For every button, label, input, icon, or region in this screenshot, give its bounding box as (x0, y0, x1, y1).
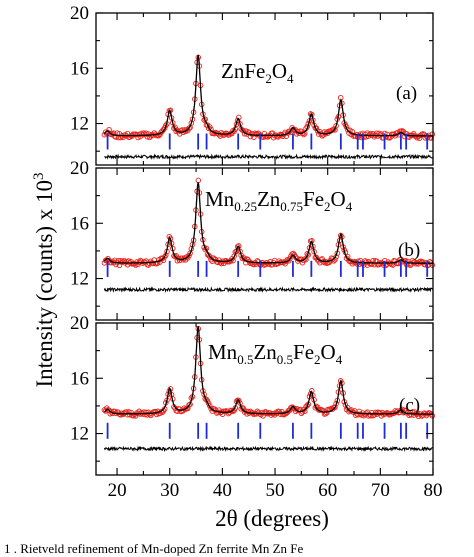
panel-a: 12 16 20 ZnFe2O4 (a) (70, 3, 436, 166)
compound-label: Mn0.5Zn0.5Fe2O4 (208, 340, 343, 367)
observed-point (207, 403, 213, 409)
observed-point (332, 404, 338, 411)
y-tick-label: 16 (70, 213, 89, 234)
difference-line (103, 286, 434, 293)
compound-label: Mn0.25Zn0.75Fe2O4 (205, 187, 353, 214)
plot-frame (95, 167, 434, 321)
panel-label: (c) (399, 395, 420, 416)
observed-point (262, 261, 269, 268)
observed-point (251, 411, 257, 418)
observed-point (160, 126, 167, 133)
calculated-line (104, 54, 433, 137)
observed-point (369, 261, 375, 267)
observed-point (378, 131, 385, 137)
panel-b: 12 16 20 Mn0.25Zn0.75Fe2O4 (b) (70, 158, 436, 321)
y-tick-label: 20 (70, 158, 89, 179)
y-tick-label: 16 (70, 368, 89, 389)
observed-point (208, 405, 214, 412)
observed-point (263, 133, 270, 139)
observed-point (144, 134, 151, 140)
observed-point (363, 259, 369, 265)
panel-label: (b) (398, 240, 420, 261)
observed-point (161, 253, 168, 260)
y-tick-label: 16 (70, 58, 89, 79)
x-tick-label: 30 (160, 480, 179, 501)
x-axis-label: 2θ (degrees) (215, 506, 329, 531)
x-tick-label: 40 (213, 480, 232, 501)
y-tick-label: 12 (70, 424, 89, 445)
plot-frame (95, 322, 434, 476)
x-tick-label: 60 (318, 480, 337, 501)
x-tick-label: 80 (424, 480, 443, 501)
observed-point (207, 253, 213, 260)
y-tick-label: 20 (70, 3, 89, 24)
calculated-line (104, 326, 433, 415)
calculated-line (103, 182, 433, 264)
observed-point (309, 111, 315, 118)
x-tick-label: 70 (371, 480, 390, 501)
panel-c: 12 16 20 Mn0.5Zn0.5Fe2O4 (c) (70, 313, 436, 476)
y-tick-label: 12 (70, 114, 89, 135)
figure-caption: 1 . Rietveld refinement of Mn-doped Zn f… (4, 541, 304, 556)
observed-point (344, 126, 351, 133)
x-tick-label: 20 (108, 480, 127, 501)
observed-point (241, 256, 248, 262)
observed-point (287, 256, 293, 262)
panel-label: (a) (396, 83, 417, 104)
compound-label: ZnFe2O4 (221, 59, 294, 86)
difference-line (104, 153, 434, 161)
plot-frame (95, 12, 434, 166)
difference-line (103, 445, 433, 453)
y-tick-label: 12 (70, 269, 89, 290)
y-axis-label: Intensity (counts) x 103 (31, 172, 57, 387)
x-tick-label: 50 (266, 480, 285, 501)
y-tick-label: 20 (70, 313, 89, 334)
observed-point (429, 131, 436, 138)
observed-point (195, 177, 202, 184)
